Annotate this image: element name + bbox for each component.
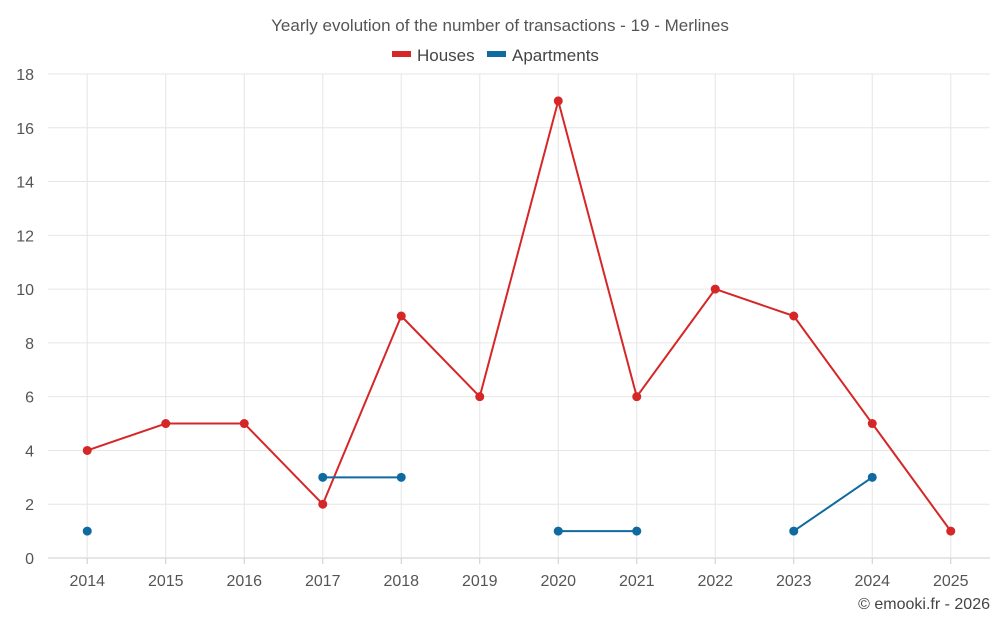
x-tick-label: 2019 xyxy=(462,573,498,590)
chart-title: Yearly evolution of the number of transa… xyxy=(271,16,729,35)
legend-label-apartments: Apartments xyxy=(512,46,599,65)
y-tick-label: 10 xyxy=(16,282,34,299)
x-tick-label: 2025 xyxy=(933,573,969,590)
data-point-apartments xyxy=(318,472,328,482)
data-point-apartments xyxy=(632,526,642,536)
series-lines xyxy=(86,99,952,533)
data-point-apartments xyxy=(867,472,877,482)
credit-text: © emooki.fr - 2026 xyxy=(858,596,990,613)
y-tick-label: 18 xyxy=(16,67,34,84)
legend-swatch-houses xyxy=(392,51,411,57)
data-point-apartments xyxy=(82,526,92,536)
y-tick-label: 12 xyxy=(16,228,34,245)
data-point-houses xyxy=(239,419,249,429)
legend-label-houses: Houses xyxy=(417,46,475,65)
data-point-houses xyxy=(161,419,171,429)
data-point-houses xyxy=(82,445,92,455)
x-tick-label: 2015 xyxy=(148,573,184,590)
data-point-houses xyxy=(318,499,328,509)
series-points xyxy=(82,96,956,536)
x-tick-label: 2021 xyxy=(619,573,655,590)
y-axis: 0 2 4 6 8 10 12 14 16 18 xyxy=(16,67,34,568)
x-tick-label: 2014 xyxy=(69,573,105,590)
data-point-apartments xyxy=(396,472,406,482)
data-point-apartments xyxy=(553,526,563,536)
data-point-houses xyxy=(396,311,406,321)
data-point-apartments xyxy=(789,526,799,536)
x-tick-label: 2024 xyxy=(854,573,890,590)
x-tick-label: 2016 xyxy=(226,573,262,590)
data-point-houses xyxy=(789,311,799,321)
y-tick-label: 8 xyxy=(25,336,34,353)
data-point-houses xyxy=(867,419,877,429)
x-tick-label: 2017 xyxy=(305,573,341,590)
grid xyxy=(48,73,990,559)
data-point-houses xyxy=(632,392,642,402)
y-tick-label: 16 xyxy=(16,121,34,138)
legend: Houses Apartments xyxy=(392,46,599,65)
series-line-apartments xyxy=(793,476,873,532)
data-point-houses xyxy=(475,392,485,402)
y-tick-label: 4 xyxy=(25,443,34,460)
data-point-houses xyxy=(946,526,956,536)
y-tick-label: 0 xyxy=(25,551,34,568)
x-tick-label: 2018 xyxy=(383,573,419,590)
x-tick-label: 2023 xyxy=(776,573,812,590)
x-axis: 2014 2015 2016 2017 2018 2019 2020 2021 2022 2023… xyxy=(69,558,969,590)
series-line-houses xyxy=(86,99,952,532)
y-tick-label: 2 xyxy=(25,497,34,514)
y-tick-label: 14 xyxy=(16,175,34,192)
legend-swatch-apartments xyxy=(487,51,506,57)
x-tick-label: 2020 xyxy=(540,573,576,590)
y-tick-label: 6 xyxy=(25,390,34,407)
x-tick-label: 2022 xyxy=(697,573,733,590)
data-point-houses xyxy=(710,284,720,294)
data-point-houses xyxy=(553,96,563,106)
